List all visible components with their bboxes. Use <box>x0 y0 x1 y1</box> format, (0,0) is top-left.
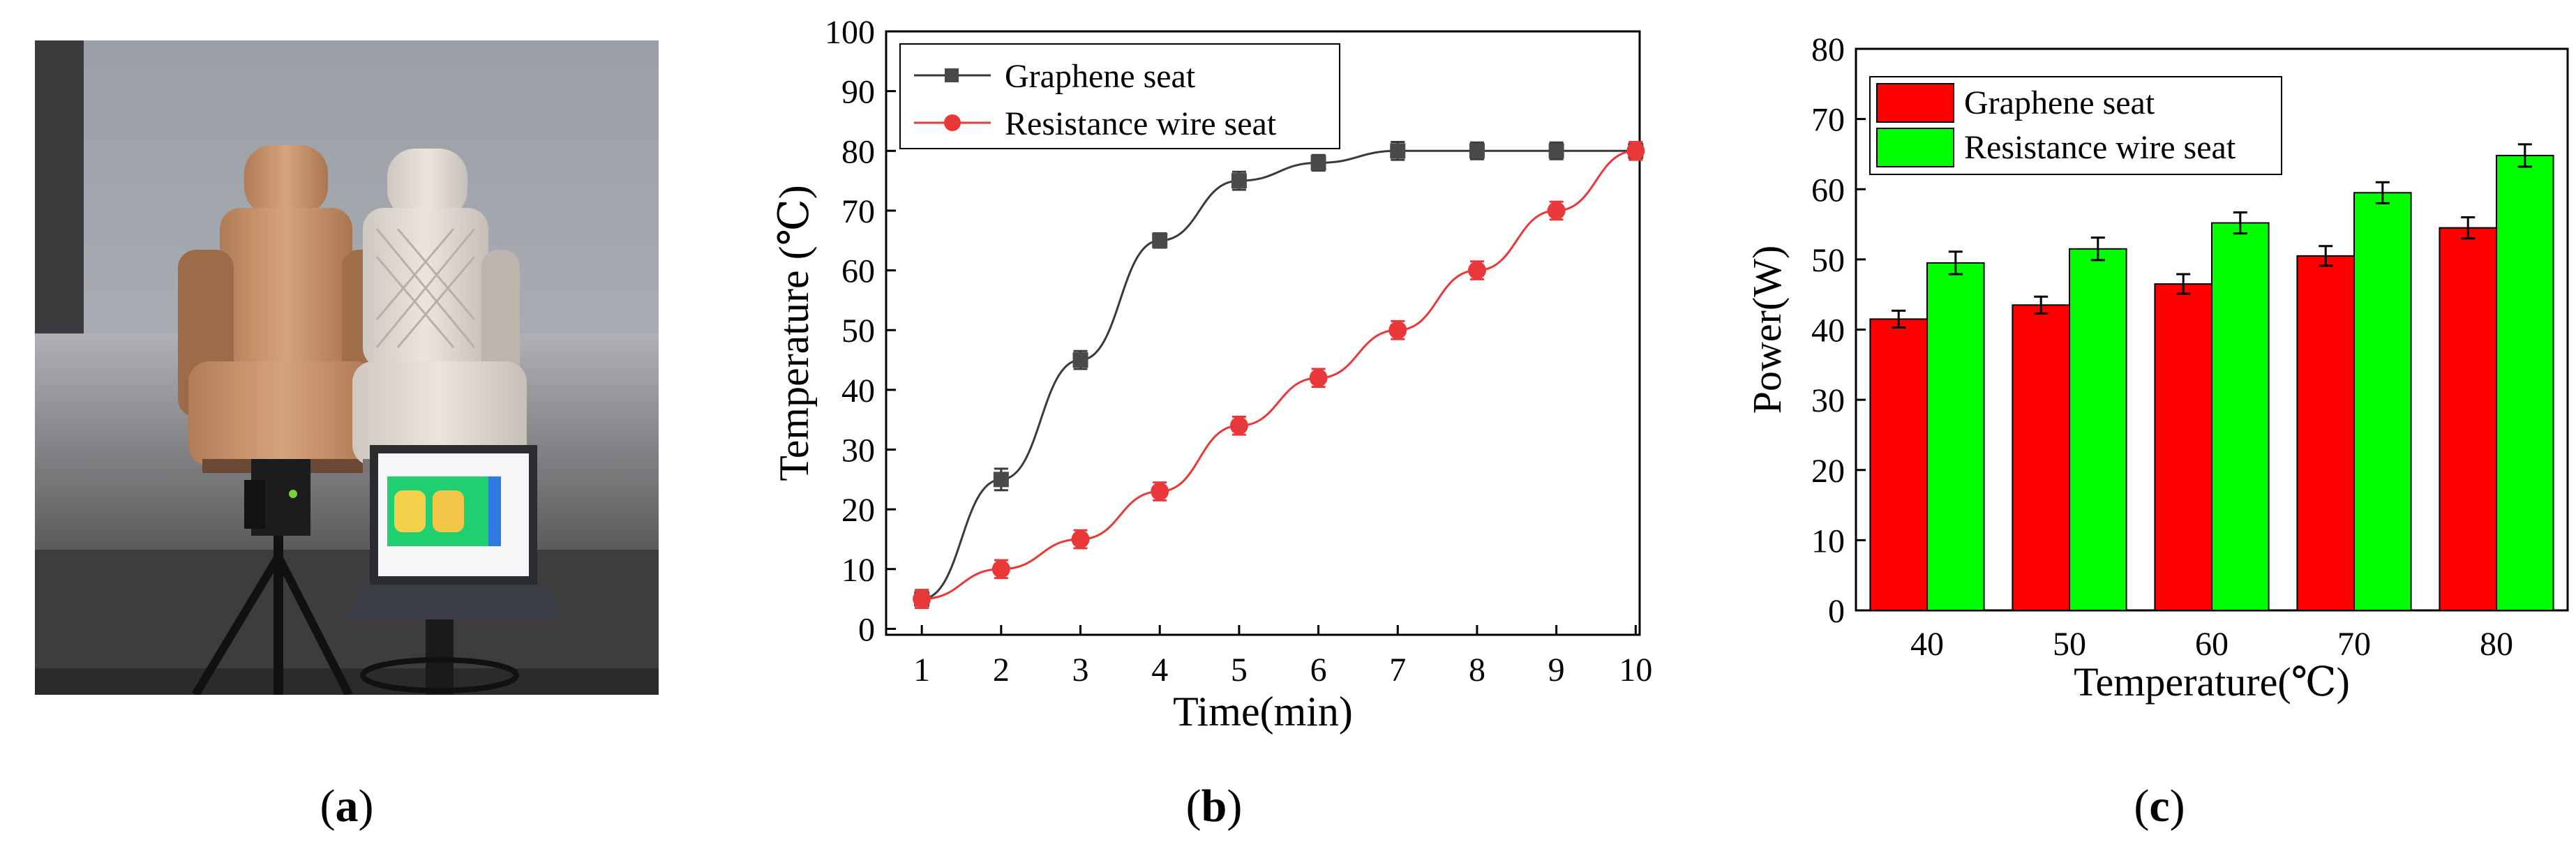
data-point <box>1071 529 1090 548</box>
y-tick-label: 70 <box>1811 102 1845 139</box>
legend-marker <box>944 114 961 131</box>
laptop-icon <box>345 445 565 695</box>
data-point <box>1231 173 1247 189</box>
x-tick-label: 70 <box>2337 626 2371 663</box>
resistance-wire-seat-icon <box>352 149 527 473</box>
legend-label: Graphene seat <box>1005 58 1196 95</box>
x-axis-label: Time(min) <box>1173 689 1353 735</box>
x-tick-label: 6 <box>1310 652 1327 689</box>
y-tick-label: 30 <box>841 433 875 469</box>
x-tick-label: 8 <box>1469 652 1485 689</box>
legend-label: Resistance wire seat <box>1964 129 2236 166</box>
y-tick-label: 90 <box>841 74 875 111</box>
y-tick-label: 100 <box>825 14 875 51</box>
legend-swatch <box>1876 83 1954 123</box>
y-tick-label: 0 <box>1828 593 1845 630</box>
caption-a: (a) <box>320 781 374 832</box>
x-axis-label: Temperature(℃) <box>2074 659 2350 705</box>
data-point <box>1469 143 1485 159</box>
data-point <box>1152 232 1168 248</box>
y-tick-label: 40 <box>841 373 875 409</box>
x-tick-label: 80 <box>2480 626 2513 663</box>
legend-label: Resistance wire seat <box>1005 105 1277 142</box>
x-tick-label: 2 <box>993 652 1010 689</box>
x-tick-label: 1 <box>913 652 930 689</box>
data-point <box>1310 155 1326 171</box>
bar <box>2353 192 2412 611</box>
bar <box>2296 255 2356 611</box>
y-tick-label: 60 <box>1811 172 1845 209</box>
caption-c: (c) <box>2134 781 2185 832</box>
bar <box>1926 262 1985 611</box>
y-tick-label: 20 <box>1811 453 1845 490</box>
y-tick-label: 80 <box>1811 31 1845 68</box>
data-point <box>1548 143 1564 159</box>
x-tick-label: 40 <box>1910 626 1944 663</box>
x-tick-label: 3 <box>1072 652 1089 689</box>
x-tick-label: 9 <box>1548 652 1565 689</box>
thermal-camera-icon <box>191 459 353 695</box>
y-axis-label: Power(W) <box>1744 246 1790 414</box>
legend-swatch <box>1876 128 1954 167</box>
series-line <box>922 149 1636 601</box>
y-tick-label: 30 <box>1811 382 1845 419</box>
graphene-seat-icon <box>178 145 384 473</box>
y-axis-label: Temperature (℃) <box>771 185 817 481</box>
x-tick-label: 7 <box>1389 652 1406 689</box>
bar <box>2211 222 2270 611</box>
data-point <box>913 589 931 608</box>
y-tick-label: 40 <box>1811 313 1845 349</box>
x-tick-label: 10 <box>1619 652 1652 689</box>
data-point <box>1229 416 1248 435</box>
y-tick-label: 0 <box>858 611 875 648</box>
x-tick-label: 50 <box>2053 626 2086 663</box>
data-point <box>1388 321 1407 340</box>
y-tick-label: 50 <box>1811 242 1845 279</box>
legend-marker <box>945 68 959 82</box>
data-point <box>1072 352 1088 368</box>
data-point <box>1151 482 1169 501</box>
bar <box>1869 318 1928 611</box>
bar <box>2069 248 2127 611</box>
data-point <box>1390 143 1406 159</box>
data-point <box>993 472 1009 488</box>
y-tick-label: 50 <box>841 313 875 349</box>
photo-panel <box>35 40 659 695</box>
power-temperature-chart: 0 10 20 30 40 50 60 70 80 40 50 60 70 80 Temperature(℃… <box>1730 0 2576 739</box>
data-point <box>1309 368 1328 387</box>
data-point <box>1626 142 1645 160</box>
y-tick-label: 10 <box>841 552 875 589</box>
bar <box>2439 227 2498 611</box>
data-point <box>1467 261 1486 280</box>
legend-box <box>899 43 1340 149</box>
x-tick-label: 4 <box>1151 652 1168 689</box>
data-point <box>991 559 1010 578</box>
y-tick-label: 70 <box>841 193 875 230</box>
y-tick-label: 10 <box>1811 522 1845 559</box>
y-tick-label: 20 <box>841 492 875 529</box>
caption-b: (b) <box>1185 781 1243 832</box>
data-point <box>1547 201 1566 220</box>
bar <box>2154 283 2213 611</box>
y-tick-label: 80 <box>841 133 875 170</box>
x-tick-label: 5 <box>1231 652 1248 689</box>
series-line <box>922 149 1636 601</box>
bar <box>2496 154 2554 611</box>
temperature-time-chart: 1 2 3 4 5 6 7 8 9 100102030405060708090100Time(mi… <box>754 0 1661 739</box>
x-tick-label: 60 <box>2195 626 2229 663</box>
photo-illustration <box>35 40 659 695</box>
plot-frame <box>885 30 1641 636</box>
bar <box>2012 304 2070 611</box>
legend-label: Graphene seat <box>1964 84 2155 121</box>
y-tick-label: 60 <box>841 253 875 290</box>
